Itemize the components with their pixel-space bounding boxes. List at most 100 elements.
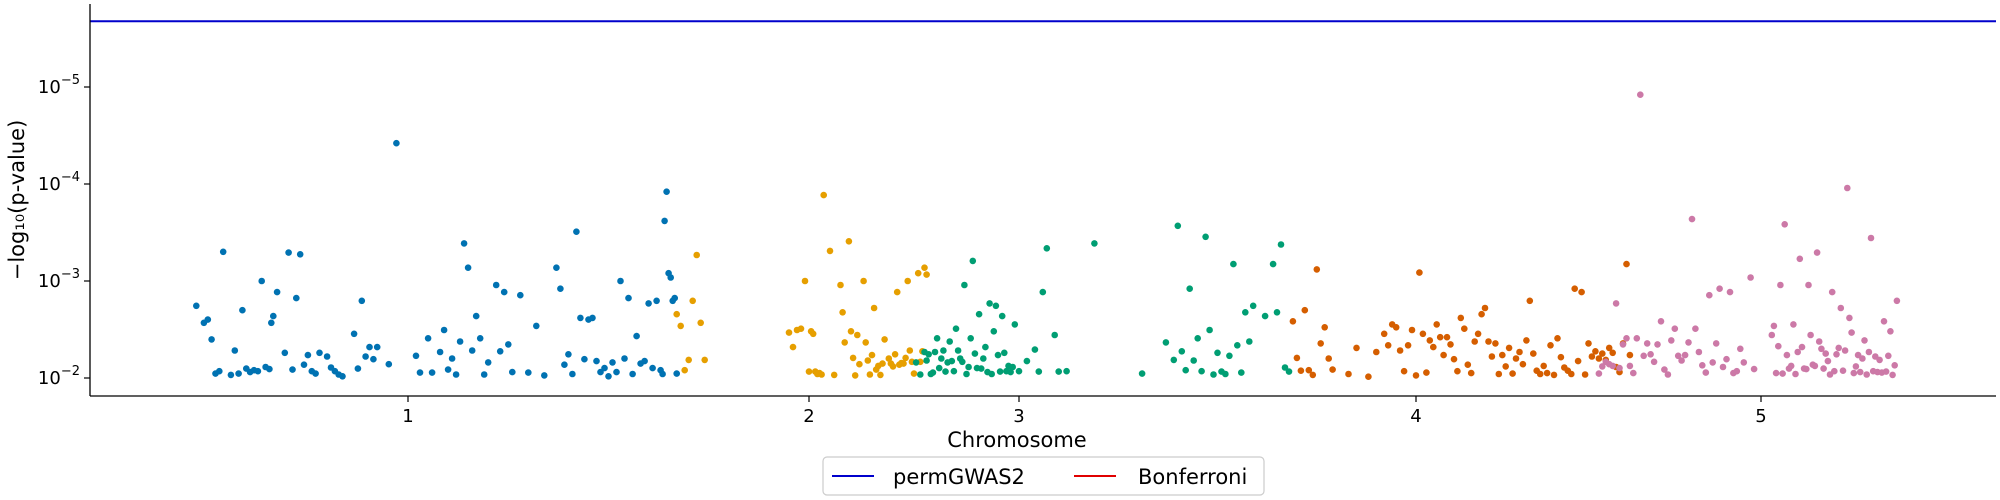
legend: permGWAS2 Bonferroni: [822, 456, 1265, 496]
snp-point-chr5: [1792, 370, 1799, 378]
snp-point-chr5: [1779, 370, 1786, 377]
y-ticks: 10−5 10−4 10−3 10−2: [38, 73, 90, 389]
snp-point-chr4: [1454, 367, 1461, 375]
y-tick-exponent: −5: [61, 73, 80, 88]
snp-point-chr1: [468, 347, 476, 354]
snp-point-chr1: [456, 338, 464, 345]
snp-point-chr5: [1637, 91, 1644, 98]
snp-point-chr5: [1807, 331, 1814, 339]
snp-point-chr3: [1182, 366, 1189, 374]
snp-point-chr3: [1234, 342, 1241, 349]
snp-point-chr5: [1772, 369, 1780, 377]
snp-point-chr5: [1650, 358, 1658, 366]
snp-point-chr1: [496, 348, 504, 355]
snp-point-chr5: [1647, 351, 1654, 358]
snp-point-chr1: [581, 355, 588, 363]
snp-point-chr4: [1457, 314, 1465, 322]
snp-point-chr4: [1492, 340, 1499, 347]
x-ticks: 1 2 3 4 5: [402, 396, 1767, 427]
snp-point-chr4: [1436, 333, 1444, 341]
snp-point-chr5: [1740, 359, 1748, 366]
snp-point-chr5: [1876, 356, 1883, 364]
snp-point-chr4: [1623, 260, 1630, 268]
snp-point-chr4: [1400, 367, 1408, 375]
snp-point-chr3: [1007, 368, 1014, 376]
snp-point-chr2: [693, 251, 700, 259]
snp-point-chr3: [938, 355, 945, 362]
snp-point-chr4: [1509, 370, 1516, 377]
snp-point-chr2: [830, 371, 838, 379]
snp-point-chr3: [1210, 371, 1217, 378]
y-tick-base: 10: [38, 271, 61, 292]
snp-point-chr1: [645, 300, 652, 307]
snp-point-chr2: [881, 336, 888, 343]
snp-point-chr3: [967, 335, 974, 342]
snp-point-chr2: [797, 325, 805, 333]
snp-point-chr5: [1595, 370, 1603, 377]
snp-point-chr1: [373, 343, 381, 351]
snp-point-chr1: [436, 348, 444, 356]
snp-point-chr3: [1226, 352, 1233, 360]
snp-point-chr5: [1688, 215, 1696, 223]
snp-point-chr4: [1464, 361, 1472, 369]
snp-point-chr5: [1790, 321, 1797, 328]
snp-point-chr1: [289, 366, 296, 373]
snp-point-chr4: [1540, 362, 1547, 370]
snp-point-chr3: [1214, 349, 1221, 357]
snp-point-chr2: [697, 319, 704, 327]
snp-point-chr5: [1640, 352, 1647, 360]
snp-point-chr3: [965, 363, 972, 371]
snp-point-chr5: [1824, 357, 1832, 365]
snp-point-chr1: [525, 369, 532, 376]
snp-point-chr3: [1186, 285, 1193, 293]
legend-label-permgwas2: permGWAS2: [893, 465, 1025, 489]
snp-point-chr2: [837, 281, 844, 289]
snp-point-chr5: [1747, 274, 1754, 281]
snp-point-chr4: [1599, 350, 1606, 357]
snp-point-chr4: [1384, 342, 1392, 349]
snp-point-chr5: [1839, 367, 1847, 375]
x-axis-label: Chromosome: [947, 428, 1086, 452]
threshold-lines: [90, 20, 1996, 23]
snp-point-chr2: [839, 309, 846, 316]
snp-point-chr3: [1031, 346, 1039, 353]
snp-point-chr4: [1592, 348, 1599, 355]
snp-point-chr1: [296, 251, 304, 258]
snp-point-chr3: [1242, 309, 1249, 316]
snp-point-chr1: [492, 281, 500, 289]
snp-point-chr1: [577, 314, 584, 322]
snp-point-chr4: [1301, 306, 1309, 314]
snp-point-chr4: [1568, 370, 1575, 378]
snp-point-chr3: [946, 338, 953, 345]
snp-point-chr1: [605, 373, 612, 380]
snp-point-chr5: [1657, 318, 1665, 325]
snp-point-chr4: [1574, 357, 1582, 365]
snp-point-chr2: [860, 277, 867, 285]
snp-point-chr3: [1273, 309, 1281, 316]
y-tick-base: 10: [38, 368, 61, 389]
snp-point-chr1: [204, 316, 212, 323]
snp-point-chr1: [270, 312, 277, 320]
snp-point-chr3: [1246, 338, 1253, 345]
snp-point-chr4: [1416, 269, 1423, 276]
snp-point-chr1: [609, 359, 616, 366]
snp-point-chr3: [990, 328, 998, 335]
x-tick-label-4: 4: [1410, 406, 1421, 427]
snp-point-chr3: [1281, 364, 1289, 371]
snp-point-chr2: [906, 347, 914, 354]
snp-point-chr1: [597, 368, 604, 376]
snp-point-chr4: [1578, 288, 1585, 296]
snp-point-chr4: [1392, 324, 1400, 331]
snp-point-chr5: [1815, 338, 1823, 345]
snp-point-chr5: [1699, 362, 1706, 369]
snp-point-chr3: [923, 357, 930, 364]
snp-point-chr1: [273, 288, 281, 296]
snp-point-chr4: [1440, 351, 1447, 359]
snp-point-chr1: [569, 370, 576, 378]
snp-point-chr3: [1091, 240, 1098, 247]
snp-point-chr1: [254, 367, 262, 375]
snp-point-chr5: [1848, 329, 1855, 336]
snp-point-chr5: [1674, 352, 1682, 360]
snp-point-chr5: [1633, 335, 1641, 342]
snp-point-chr3: [1261, 312, 1269, 320]
